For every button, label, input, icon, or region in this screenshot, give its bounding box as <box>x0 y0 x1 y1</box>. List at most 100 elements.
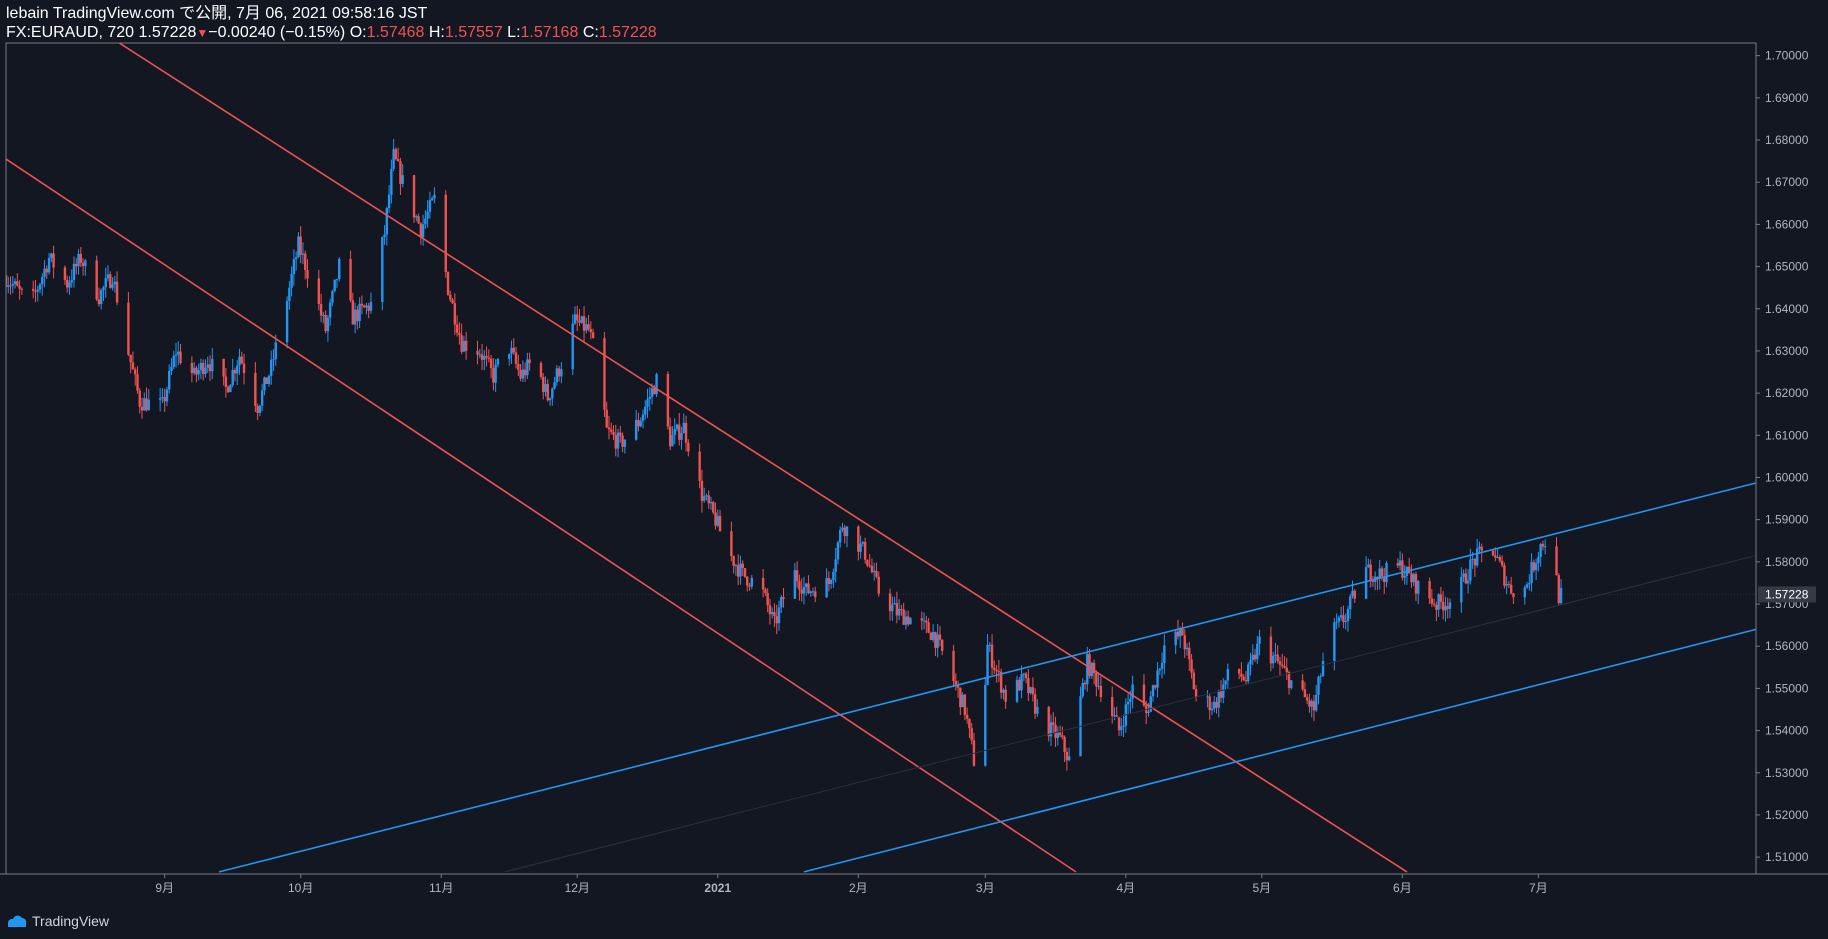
candle-body <box>480 354 484 360</box>
y-tick-label: 1.70000 <box>1765 49 1809 63</box>
candle-body <box>542 377 545 392</box>
candle-body <box>619 432 622 436</box>
candle-body <box>770 612 774 615</box>
candle-body <box>1067 756 1071 761</box>
candle-body <box>1192 672 1196 690</box>
candle-body <box>143 398 146 411</box>
candle-body <box>421 224 425 238</box>
candle-body <box>1183 635 1186 650</box>
candle-body <box>1092 662 1096 674</box>
chart-header: lebain TradingView.com で公開, 7月 06, 2021 … <box>6 4 657 43</box>
candle-body <box>163 397 166 402</box>
candle-body <box>38 284 42 290</box>
candle-body <box>863 541 867 560</box>
candle-body <box>206 364 209 368</box>
candle-body <box>208 364 212 372</box>
candle-body <box>165 389 169 402</box>
candle-body <box>963 694 967 715</box>
candle-body <box>866 559 869 566</box>
candle-body <box>1505 584 1508 586</box>
candle-body <box>1237 669 1241 674</box>
candle-body <box>766 592 769 606</box>
candle-body <box>990 644 994 668</box>
ohlc-line: FX:EURAUD, 720 1.57228▼−0.00240 (−0.15%)… <box>6 23 657 43</box>
footer-brand: TradingView <box>32 913 110 929</box>
y-tick-label: 1.61000 <box>1765 428 1809 442</box>
candle-body <box>1532 562 1536 571</box>
trendline-1[interactable] <box>118 43 1408 873</box>
candle-body <box>1031 687 1035 695</box>
candle-body <box>68 282 71 288</box>
candle-body <box>1500 560 1504 566</box>
candle-body <box>1541 543 1545 547</box>
candle-body <box>1058 732 1062 736</box>
close-value: 1.57228 <box>598 24 657 41</box>
candle-body <box>1117 717 1121 731</box>
tradingview-cloud-icon <box>7 915 27 927</box>
candle-body <box>52 253 55 268</box>
candle-body <box>47 257 51 273</box>
candle-body <box>483 355 486 360</box>
trendline-5[interactable] <box>504 555 1756 873</box>
candle-body <box>1478 546 1481 549</box>
candle-body <box>412 175 416 218</box>
candle-body <box>1269 636 1273 664</box>
candle-body <box>1027 678 1030 694</box>
candle-body <box>367 305 370 311</box>
candle-body <box>514 352 518 364</box>
candle-body <box>736 565 740 577</box>
candle-body <box>809 591 812 594</box>
candle-body <box>557 368 561 377</box>
candle-body <box>81 262 85 267</box>
trendline-4[interactable] <box>803 628 1756 873</box>
candle-body <box>333 279 336 292</box>
candle-body <box>920 618 924 621</box>
candle-body <box>1321 660 1325 676</box>
candle-body <box>999 671 1003 693</box>
candle-body <box>827 578 831 585</box>
x-tick-label: 12月 <box>565 881 590 895</box>
candle-body <box>956 684 960 688</box>
candle-body <box>9 285 12 287</box>
last-price-tag-label: 1.57228 <box>1765 587 1809 601</box>
candle-body <box>170 366 173 372</box>
candle-body <box>1174 631 1177 646</box>
candle-body <box>793 570 797 599</box>
candle-body <box>843 527 846 537</box>
candle-body <box>202 362 205 374</box>
candle-body <box>401 175 404 184</box>
candle-body <box>1412 574 1415 583</box>
candle-body <box>270 359 273 376</box>
candle-body <box>709 502 713 504</box>
candle-body <box>1115 715 1118 718</box>
candle-body <box>560 369 563 377</box>
candle-body <box>79 254 83 263</box>
candle-body <box>1251 654 1254 661</box>
candle-body <box>1555 546 1558 576</box>
candle-body <box>1029 687 1032 694</box>
candle-body <box>136 374 139 391</box>
candle-body <box>1181 628 1184 636</box>
candle-body <box>199 362 203 371</box>
y-tick-label: 1.53000 <box>1765 766 1809 780</box>
candle-body <box>496 358 500 365</box>
trendlines-layer[interactable] <box>6 43 1756 873</box>
candle-body <box>106 274 110 279</box>
candle-body <box>1410 573 1413 583</box>
candle-body <box>764 589 767 593</box>
candle-body <box>460 335 463 352</box>
trendline-2[interactable] <box>6 158 1077 873</box>
candle-body <box>1530 562 1533 584</box>
candle-body <box>804 583 808 587</box>
candle-body <box>1095 673 1098 687</box>
candle-body <box>1049 722 1053 737</box>
candle-body <box>668 426 672 447</box>
candle-body <box>802 586 806 594</box>
trendline-3[interactable] <box>218 482 1756 873</box>
candle-body <box>904 616 908 625</box>
candle-body <box>1466 580 1470 584</box>
footer[interactable]: TradingView <box>6 910 109 932</box>
candle-body <box>322 315 325 317</box>
candle-body <box>319 304 323 316</box>
